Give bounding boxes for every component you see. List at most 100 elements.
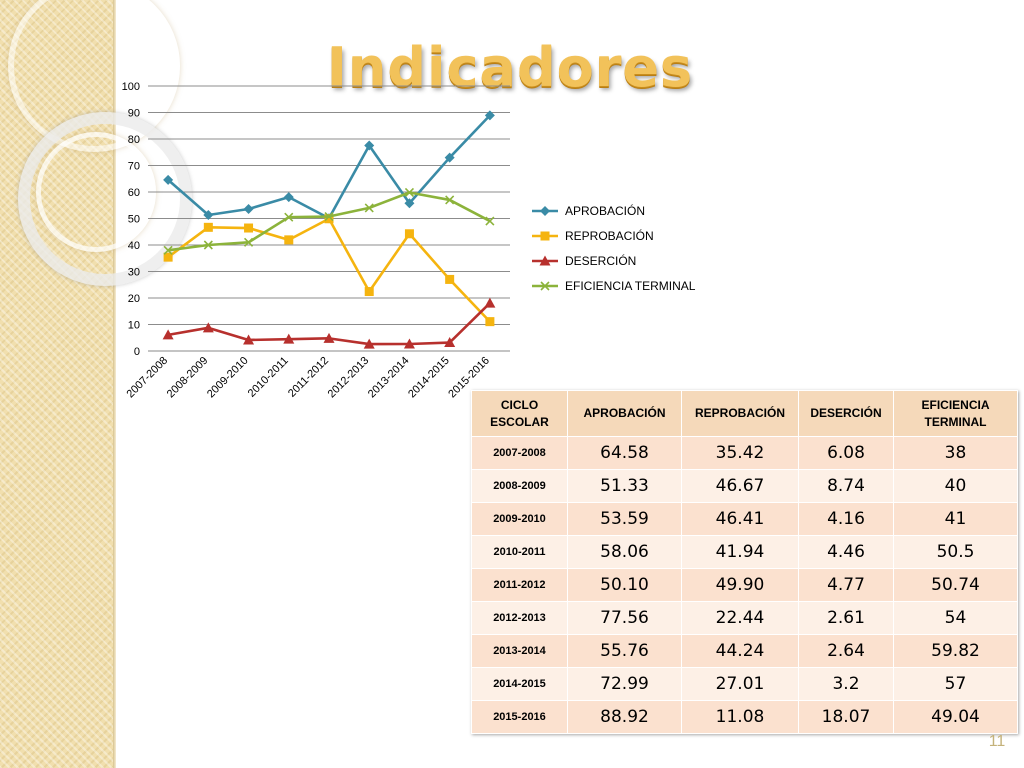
y-tick-label: 90 bbox=[128, 108, 140, 120]
table-row: 2012-2013 77.56 22.44 2.61 54 bbox=[471, 601, 1018, 635]
data-point bbox=[203, 222, 213, 232]
y-tick-label: 50 bbox=[128, 214, 140, 226]
data-point bbox=[404, 229, 414, 239]
data-point bbox=[485, 317, 495, 327]
table-cell-value: 2.64 bbox=[798, 634, 894, 668]
series-line-1 bbox=[167, 217, 491, 323]
table-cell-value: 46.67 bbox=[681, 469, 799, 503]
data-point bbox=[243, 203, 254, 214]
x-tick-label: 2009-2010 bbox=[205, 355, 251, 401]
data-point bbox=[484, 297, 496, 308]
table-cell-cycle: 2013-2014 bbox=[471, 634, 568, 668]
data-point bbox=[485, 216, 495, 226]
table-cell-value: 4.16 bbox=[798, 502, 894, 536]
table-cell-cycle: 2010-2011 bbox=[471, 535, 568, 569]
data-point bbox=[243, 237, 254, 247]
table-cell-cycle: 2008-2009 bbox=[471, 469, 568, 503]
table-cell-value: 55.76 bbox=[567, 634, 682, 668]
y-tick-label: 10 bbox=[128, 320, 140, 332]
data-point bbox=[202, 322, 214, 333]
table-cell-cycle: 2014-2015 bbox=[471, 667, 568, 701]
table-row: 2007-2008 64.58 35.42 6.08 38 bbox=[471, 436, 1018, 470]
table-cell-value: 8.74 bbox=[798, 469, 894, 503]
x-tick-label: 2010-2011 bbox=[246, 355, 291, 400]
data-point bbox=[203, 240, 213, 250]
data-point bbox=[324, 214, 334, 224]
y-tick-label: 70 bbox=[128, 161, 140, 173]
table-cell-value: 44.24 bbox=[681, 634, 799, 668]
data-point bbox=[163, 174, 174, 185]
data-point bbox=[484, 110, 495, 121]
data-point bbox=[244, 223, 254, 233]
data-point bbox=[243, 334, 255, 345]
x-tick-label: 2007-2008 bbox=[125, 355, 171, 401]
table-cell-cycle: 2015-2016 bbox=[471, 700, 568, 734]
table-cell-cycle: 2009-2010 bbox=[471, 502, 568, 536]
table-cell-value: 4.46 bbox=[798, 535, 894, 569]
data-point bbox=[284, 235, 294, 245]
y-tick-label: 20 bbox=[128, 293, 140, 305]
table-cell-value: 18.07 bbox=[798, 700, 894, 734]
table-row: 2015-2016 88.92 11.08 18.07 49.04 bbox=[471, 700, 1018, 734]
legend-label: DESERCIÓN bbox=[565, 253, 636, 268]
data-point bbox=[203, 209, 214, 220]
table-cell-value: 50.5 bbox=[893, 535, 1018, 569]
legend-label: EFICIENCIA TERMINAL bbox=[565, 279, 696, 293]
table-row: 2011-2012 50.10 49.90 4.77 50.74 bbox=[471, 568, 1018, 602]
x-tick-label: 2011-2012 bbox=[286, 355, 331, 400]
table-cell-value: 77.56 bbox=[567, 601, 682, 635]
table-cell-cycle: 2007-2008 bbox=[471, 436, 568, 470]
x-tick-label: 2012-2013 bbox=[326, 355, 372, 401]
x-tick-label: 2014-2015 bbox=[406, 355, 452, 401]
table-cell-value: 72.99 bbox=[567, 667, 682, 701]
data-point bbox=[162, 329, 174, 340]
data-point bbox=[444, 337, 456, 348]
table-row: 2008-2009 51.33 46.67 8.74 40 bbox=[471, 469, 1018, 503]
table-cell-value: 64.58 bbox=[567, 436, 682, 470]
y-tick-label: 80 bbox=[128, 134, 140, 146]
data-point bbox=[363, 338, 375, 349]
y-tick-label: 100 bbox=[122, 81, 140, 93]
table-cell-value: 53.59 bbox=[567, 502, 682, 536]
y-tick-label: 0 bbox=[134, 346, 140, 358]
table-cell-value: 46.41 bbox=[681, 502, 799, 536]
data-point bbox=[364, 203, 374, 213]
table-cell-value: 3.2 bbox=[798, 667, 894, 701]
table-cell-value: 11.08 bbox=[681, 700, 799, 734]
table-cell-value: 41 bbox=[893, 502, 1018, 536]
table-cell-value: 40 bbox=[893, 469, 1018, 503]
data-point bbox=[444, 152, 455, 163]
legend-label: REPROBACIÓN bbox=[565, 228, 654, 243]
table-cell-value: 22.44 bbox=[681, 601, 799, 635]
data-point bbox=[163, 245, 173, 255]
table-row: 2010-2011 58.06 41.94 4.46 50.5 bbox=[471, 535, 1018, 569]
table-row: 2014-2015 72.99 27.01 3.2 57 bbox=[471, 667, 1018, 701]
header-desercion: DESERCIÓN bbox=[798, 390, 894, 437]
legend-marker bbox=[540, 206, 550, 216]
table-cell-value: 4.77 bbox=[798, 568, 894, 602]
data-point bbox=[445, 195, 455, 205]
data-point bbox=[445, 274, 455, 284]
data-point bbox=[403, 338, 415, 349]
table-cell-value: 57 bbox=[893, 667, 1018, 701]
data-point bbox=[283, 333, 295, 344]
table-cell-value: 49.90 bbox=[681, 568, 799, 602]
legend-label: APROBACIÓN bbox=[565, 203, 645, 218]
table-cell-value: 50.74 bbox=[893, 568, 1018, 602]
table-cell-value: 58.06 bbox=[567, 535, 682, 569]
data-point bbox=[364, 140, 375, 151]
table-row: 2009-2010 53.59 46.41 4.16 41 bbox=[471, 502, 1018, 536]
table-cell-value: 6.08 bbox=[798, 436, 894, 470]
y-tick-label: 30 bbox=[128, 267, 140, 279]
data-point bbox=[323, 332, 335, 343]
data-point bbox=[364, 287, 374, 297]
data-point bbox=[283, 192, 294, 203]
table-row: 2013-2014 55.76 44.24 2.64 59.82 bbox=[471, 634, 1018, 668]
table-cell-value: 27.01 bbox=[681, 667, 799, 701]
table-cell-value: 59.82 bbox=[893, 634, 1018, 668]
data-point bbox=[163, 252, 173, 262]
side-band-edge bbox=[113, 0, 116, 768]
table-cell-value: 51.33 bbox=[567, 469, 682, 503]
y-tick-label: 60 bbox=[128, 187, 140, 199]
series-line-0 bbox=[167, 114, 491, 220]
